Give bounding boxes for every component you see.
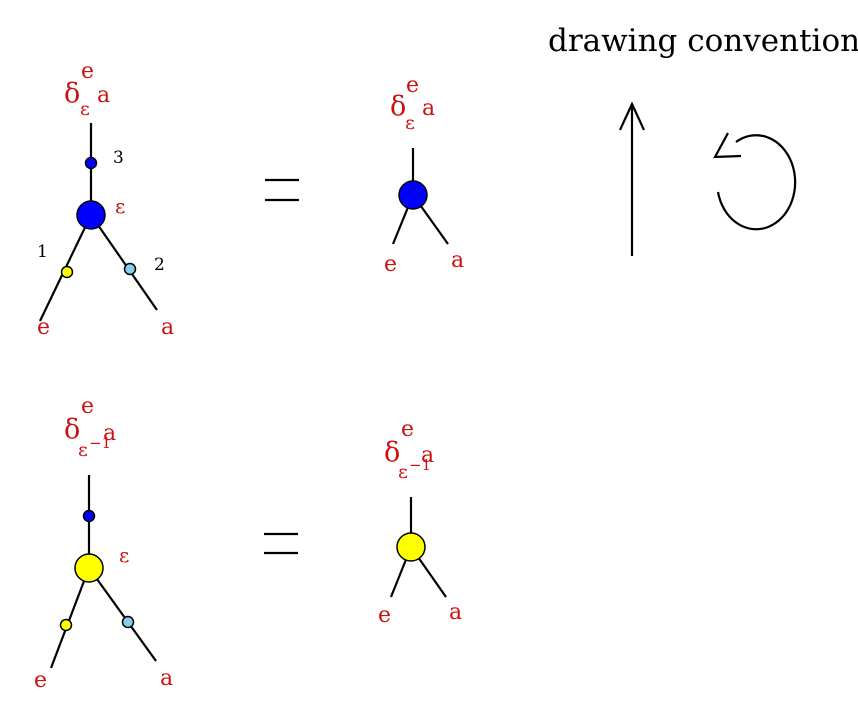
- row1-left-symbol: δ e ε a: [64, 59, 110, 120]
- delta-symbol: δ: [390, 91, 406, 122]
- blue-node: [398, 180, 428, 210]
- subscript-exponent: −1: [409, 456, 431, 474]
- number-1: 1: [37, 242, 48, 262]
- leg-label-e: e: [34, 668, 47, 693]
- small-blue-node: [82, 509, 96, 523]
- subscript-index: a: [422, 96, 435, 121]
- epsilon-label: ε: [115, 194, 125, 218]
- number-3: 3: [113, 148, 124, 168]
- number-2: 2: [154, 255, 165, 275]
- arrow-head: [619, 101, 645, 131]
- left-leg: [49, 567, 91, 669]
- title: drawing convention: [548, 23, 858, 59]
- leg-label-e: e: [384, 252, 397, 277]
- yellow-node: [74, 553, 104, 583]
- leg-label-e: e: [37, 315, 50, 340]
- row1-right-symbol: δ e ε a: [390, 73, 435, 134]
- leg-label-a: a: [160, 666, 173, 691]
- row1-left-tensor: δ e ε a 3 1 2 ε e a: [37, 59, 174, 340]
- counterclockwise-arrow-icon: [713, 132, 797, 231]
- arrow-up-icon: [619, 101, 645, 256]
- row1-equals-sign: [265, 178, 299, 202]
- row2-left-tensor: δ e ε −1 a ε e a: [34, 394, 173, 693]
- leg-label-a: a: [161, 315, 174, 340]
- subscript-index: a: [97, 83, 110, 108]
- row1-right-tensor: δ e ε a e a: [384, 73, 464, 277]
- leg-label-e: e: [378, 603, 391, 628]
- right-leg: [90, 214, 158, 311]
- yellow-node: [396, 532, 426, 562]
- delta-symbol: δ: [64, 414, 80, 445]
- rotation-arc: [716, 134, 797, 231]
- subscript-exponent: −1: [89, 434, 111, 452]
- superscript-index: e: [406, 73, 419, 98]
- subscript-epsilon: ε: [80, 98, 90, 120]
- small-light-blue-node: [123, 262, 137, 276]
- row2-equals-sign: [264, 532, 298, 555]
- blue-node: [76, 200, 106, 230]
- subscript-epsilon: ε: [398, 461, 408, 483]
- delta-symbol: δ: [384, 437, 400, 468]
- small-light-blue-node: [121, 615, 135, 629]
- small-yellow-node: [60, 265, 74, 279]
- delta-symbol: δ: [64, 78, 80, 109]
- subscript-epsilon: ε: [78, 439, 88, 461]
- superscript-index: e: [81, 394, 94, 419]
- row2-right-symbol: δ e ε −1 a: [384, 417, 434, 483]
- superscript-index: e: [401, 417, 414, 442]
- superscript-index: e: [81, 59, 94, 84]
- epsilon-label: ε: [119, 543, 129, 567]
- leg-label-a: a: [449, 600, 462, 625]
- row2-left-symbol: δ e ε −1 a: [64, 394, 116, 461]
- small-yellow-node: [59, 618, 73, 632]
- row2-right-tensor: δ e ε −1 a e a: [378, 417, 462, 628]
- rotation-arrow-head: [713, 132, 742, 159]
- subscript-index: a: [103, 421, 116, 446]
- subscript-index: a: [421, 443, 434, 468]
- right-leg: [88, 567, 157, 662]
- leg-label-a: a: [451, 248, 464, 273]
- small-blue-node: [84, 156, 98, 170]
- subscript-epsilon: ε: [405, 112, 415, 134]
